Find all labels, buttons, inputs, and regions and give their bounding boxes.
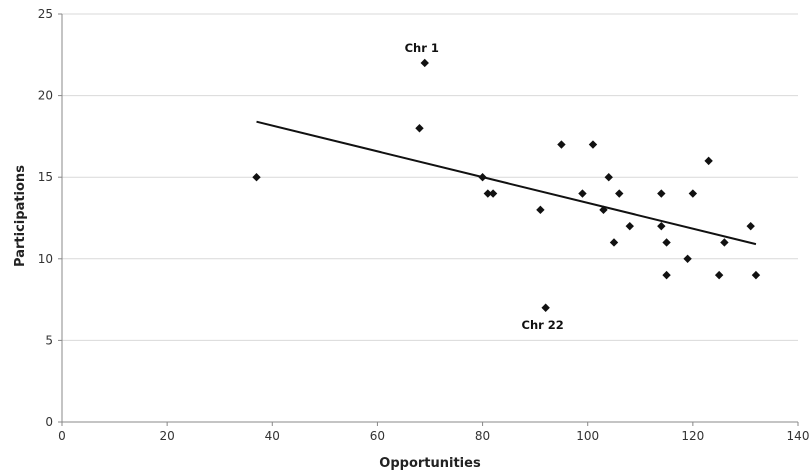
grid-lines [62, 13, 798, 341]
data-point [609, 238, 619, 247]
x-tick-label: 40 [265, 429, 280, 443]
x-tick-label: 20 [160, 429, 175, 443]
y-tick-label: 20 [38, 89, 53, 103]
data-point [615, 189, 624, 198]
data-point [588, 140, 598, 149]
data-point [662, 270, 671, 280]
data-point [578, 189, 587, 198]
data-point [557, 140, 566, 149]
data-point [751, 270, 761, 280]
data-point [252, 173, 261, 182]
data-point [683, 254, 692, 263]
trendline [256, 120, 757, 246]
y-tick-label: 25 [38, 7, 53, 21]
y-axis-title: Participations [13, 165, 28, 267]
data-point [662, 238, 671, 247]
data-point [420, 58, 429, 68]
x-tick-label: 120 [681, 429, 704, 443]
data-point [599, 205, 608, 215]
data-point [483, 189, 493, 198]
y-tick-label: 15 [38, 170, 53, 184]
data-point [604, 173, 613, 182]
data-point [625, 221, 634, 231]
data-point [541, 303, 550, 312]
data-point [415, 124, 424, 133]
data-point [746, 221, 755, 231]
data-point [488, 189, 498, 198]
annotations: Chr 1 Chr 22 [405, 41, 564, 332]
data-point [714, 270, 724, 280]
axes [58, 13, 799, 426]
data-point [657, 221, 666, 231]
data-point [478, 173, 487, 182]
x-tick-label: 60 [370, 429, 385, 443]
data-point [720, 238, 729, 247]
trendline-line [256, 120, 757, 246]
x-tick-label: 140 [787, 429, 810, 443]
y-tick-label: 10 [38, 252, 53, 266]
x-tick-label: 80 [475, 429, 490, 443]
x-tick-label: 0 [58, 429, 66, 443]
x-axis-title: Opportunities [379, 456, 481, 471]
y-tick-label: 0 [45, 415, 53, 429]
data-point [536, 205, 545, 215]
y-tick-label: 5 [45, 333, 53, 347]
annotation-label: Chr 22 [522, 318, 564, 332]
data-point [688, 189, 698, 198]
data-point [657, 189, 666, 198]
x-tick-label: 100 [576, 429, 599, 443]
data-points [252, 58, 761, 312]
data-point [704, 156, 713, 166]
tick-labels: 0 5 10 15 20 25 0 20 40 60 80 100 120 140 [38, 7, 810, 443]
annotation-label: Chr 1 [405, 41, 439, 55]
